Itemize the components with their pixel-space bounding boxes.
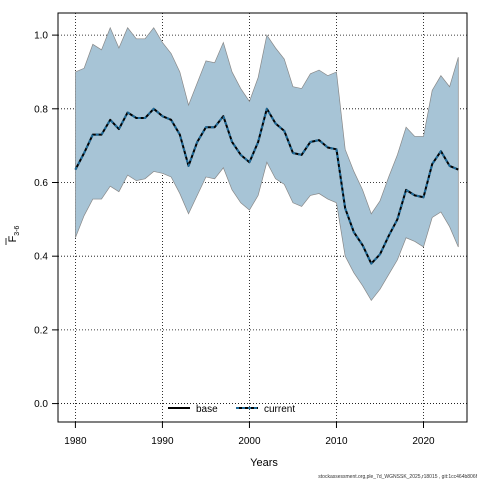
x-tick-label: 1990 bbox=[151, 436, 174, 447]
legend-base-label: base bbox=[196, 404, 218, 415]
legend-current-label: current bbox=[264, 404, 295, 415]
confidence-band bbox=[75, 26, 459, 302]
x-tick-label: 2000 bbox=[238, 436, 261, 447]
plot-frame bbox=[57, 12, 468, 423]
y-tick-label: 0.8 bbox=[34, 104, 48, 115]
x-tick-label: 2020 bbox=[412, 436, 435, 447]
y-axis-title-subscript: 3-6 bbox=[14, 225, 21, 235]
x-axis-title: Years bbox=[250, 457, 278, 469]
y-tick-label: 0.0 bbox=[34, 399, 48, 410]
y-axis-title: F3-6 bbox=[5, 225, 21, 245]
y-axis: 0.0 0.2 0.4 0.6 0.8 1.0 bbox=[34, 31, 58, 410]
x-axis: 1980 1990 2000 2010 2020 bbox=[64, 422, 435, 447]
series-lines bbox=[74, 107, 459, 265]
y-tick-label: 1.0 bbox=[34, 31, 48, 42]
legend: base current bbox=[168, 404, 295, 415]
y-axis-title-main: F bbox=[7, 235, 19, 242]
x-tick-label: 2010 bbox=[325, 436, 348, 447]
y-tick-label: 0.2 bbox=[34, 325, 48, 336]
svg-text:F3-6: F3-6 bbox=[7, 225, 21, 242]
y-tick-label: 0.4 bbox=[34, 252, 48, 263]
footnote: stockassessment.org,ple_7d_WGNSSK_2025,r… bbox=[318, 474, 477, 480]
x-tick-label: 1980 bbox=[64, 436, 87, 447]
series-line-current bbox=[74, 107, 459, 265]
y-tick-label: 0.6 bbox=[34, 178, 48, 189]
confidence-band-area bbox=[75, 26, 459, 302]
